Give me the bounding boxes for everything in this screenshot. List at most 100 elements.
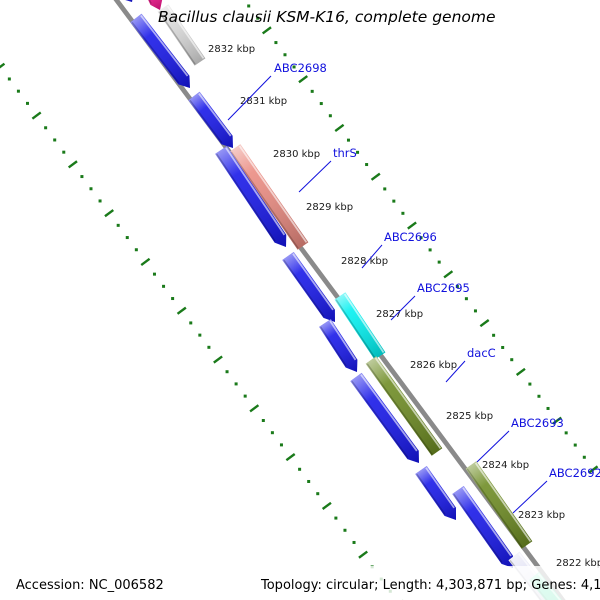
- tick-label: 2823 kbp: [518, 510, 565, 521]
- tick-label: 2832 kbp: [208, 44, 255, 55]
- inner-ring-major-tick: [31, 111, 42, 120]
- outer-ring-major-tick: [552, 416, 562, 425]
- inner-ring-minor-tick: [307, 479, 311, 483]
- feature-highlight-edge: [166, 5, 205, 59]
- gene-feature[interactable]: [229, 144, 309, 250]
- gene-label-group[interactable]: ABC2698: [227, 61, 327, 121]
- feature-highlight-edge: [462, 487, 512, 557]
- inner-ring-minor-tick: [234, 382, 238, 386]
- feature-shadow-edge: [283, 259, 325, 317]
- gene-feature[interactable]: [452, 485, 518, 572]
- feature-highlight-edge: [198, 93, 232, 137]
- feature-bevel: [141, 0, 163, 11]
- inner-ring-minor-tick: [16, 89, 20, 93]
- tick-label: 2825 kbp: [446, 411, 493, 422]
- feature-shadow-edge: [366, 363, 433, 455]
- feature-bevel: [319, 319, 358, 373]
- feature-bevel: [350, 372, 420, 464]
- feature-shadow-edge: [189, 99, 223, 144]
- inner-ring-major-tick: [104, 209, 115, 218]
- inner-ring-major-tick: [285, 453, 296, 462]
- feature-bevel: [130, 13, 190, 88]
- gene-label-group[interactable]: ABC2693: [476, 416, 564, 463]
- gene-name-label[interactable]: ABC2693: [511, 416, 564, 430]
- gene-leader-line: [227, 75, 272, 121]
- feature-bevel: [188, 91, 233, 149]
- outer-ring-major-tick: [407, 221, 417, 230]
- feature-shadow-edge: [216, 153, 276, 242]
- gene-name-label[interactable]: dacC: [467, 346, 496, 360]
- outer-ring-minor-tick: [528, 382, 532, 386]
- inner-ring-major-tick: [321, 501, 332, 510]
- outer-ring-minor-tick: [328, 114, 332, 118]
- feature-shadow-edge: [230, 151, 299, 249]
- inner-ring-minor-tick: [44, 126, 48, 130]
- inner-ring-minor-tick: [298, 467, 302, 471]
- inner-ring-minor-tick: [62, 150, 66, 154]
- gene-feature[interactable]: [415, 465, 461, 524]
- gene-feature[interactable]: [282, 251, 340, 326]
- tick-label: 2829 kbp: [306, 202, 353, 213]
- feature-bevel: [215, 146, 287, 248]
- outer-ring-major-tick: [515, 367, 526, 376]
- gene-feature[interactable]: [350, 372, 424, 467]
- gene-name-label[interactable]: ABC2696: [384, 230, 437, 244]
- inner-ring-minor-tick: [343, 528, 347, 532]
- inner-ring-minor-tick: [370, 565, 374, 569]
- feature-bevel: [282, 251, 336, 323]
- gene-label-group[interactable]: ABC2692: [512, 466, 600, 514]
- gene-feature[interactable]: [334, 292, 386, 360]
- gene-feature[interactable]: [141, 0, 166, 13]
- inner-ring-minor-tick: [171, 297, 175, 301]
- gene-leader-line: [361, 244, 383, 269]
- inner-ring-minor-tick: [279, 443, 283, 447]
- outer-ring-minor-tick: [564, 431, 568, 435]
- inner-ring-minor-tick: [243, 394, 247, 398]
- gene-feature[interactable]: [188, 91, 238, 152]
- gene-feature[interactable]: [465, 461, 533, 549]
- gene-label-group[interactable]: thrS: [298, 146, 357, 193]
- tick-label: 2824 kbp: [482, 460, 529, 471]
- gene-labels-layer[interactable]: ABC2698 thrS ABC2696 ABC2695 dacC ABC2693 ABC2…: [227, 61, 600, 514]
- feature-highlight-edge: [292, 253, 334, 311]
- outer-ring-major-tick: [261, 26, 272, 35]
- feature-bevel: [452, 485, 514, 569]
- gene-feature[interactable]: [157, 4, 206, 66]
- feature-shadow-edge: [351, 380, 409, 458]
- inner-ring-minor-tick: [189, 321, 193, 325]
- inner-ring-major-tick: [67, 160, 78, 169]
- inner-ring-major-tick: [176, 306, 187, 315]
- feature-highlight-edge: [329, 320, 357, 361]
- feature-bevel: [365, 356, 443, 456]
- inner-ring-minor-tick: [388, 589, 392, 593]
- feature-shadow-edge: [158, 11, 196, 65]
- tick-ring-inner: [0, 62, 404, 600]
- feature-highlight-edge: [474, 462, 532, 542]
- gene-feature[interactable]: [365, 356, 443, 456]
- feature-shadow-edge: [453, 493, 503, 563]
- gene-leader-line: [445, 360, 466, 383]
- gene-leader-line: [512, 480, 548, 514]
- feature-highlight-edge: [238, 145, 308, 243]
- outer-ring-minor-tick: [573, 443, 577, 447]
- tick-labels-layer: 2832 kbp 2831 kbp 2830 kbp 2829 kbp 2828 kbp…: [208, 44, 600, 569]
- outer-ring-minor-tick: [274, 41, 278, 45]
- outer-ring-minor-tick: [292, 65, 296, 69]
- gene-feature[interactable]: [130, 13, 195, 93]
- feature-shadow-edge: [416, 473, 446, 515]
- inner-ring-minor-tick: [334, 516, 338, 520]
- gene-feature[interactable]: [215, 146, 292, 251]
- inner-ring-major-tick: [358, 550, 368, 559]
- inner-ring-minor-tick: [225, 370, 229, 374]
- gene-name-label[interactable]: ABC2692: [549, 466, 600, 480]
- gene-feature[interactable]: [319, 319, 363, 376]
- gene-label-group[interactable]: ABC2696: [361, 230, 437, 269]
- inner-ring-minor-tick: [98, 199, 102, 203]
- gene-name-label[interactable]: thrS: [333, 146, 357, 160]
- gene-label-group[interactable]: ABC2695: [390, 281, 470, 321]
- gene-label-group[interactable]: dacC: [445, 346, 496, 383]
- gene-name-label[interactable]: ABC2698: [274, 61, 327, 75]
- inner-ring-major-tick: [0, 62, 6, 69]
- gene-name-label[interactable]: ABC2695: [417, 281, 470, 295]
